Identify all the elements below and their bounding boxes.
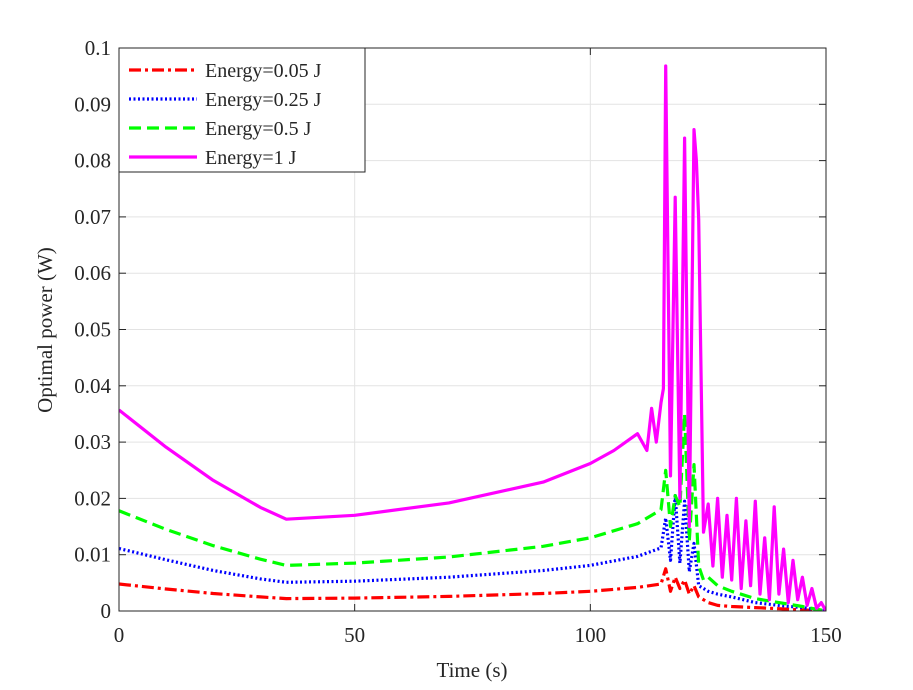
x-tick-label: 0: [114, 623, 125, 647]
series-layer: [119, 64, 826, 611]
y-tick-label: 0.07: [74, 205, 111, 229]
tick-labels: 0 50 100 150 0 0.01 0.02 0.03 0.04 0.05 0.06 0.07 0.…: [74, 36, 842, 647]
x-tick-label: 150: [810, 623, 842, 647]
x-tick-label: 50: [344, 623, 365, 647]
y-tick-label: 0.01: [74, 543, 111, 567]
series-line-3: [119, 412, 826, 611]
legend-label: Energy=0.05 J: [205, 60, 322, 82]
legend-label: Energy=0.25 J: [205, 89, 322, 111]
legend: Energy=0.05 J Energy=0.25 J Energy=0.5 J En…: [118, 47, 366, 173]
y-tick-label: 0.1: [85, 36, 111, 60]
y-tick-label: 0.05: [74, 318, 111, 342]
x-tick-label: 100: [575, 623, 607, 647]
y-tick-label: 0: [101, 599, 112, 623]
legend-label: Energy=1 J: [205, 147, 297, 169]
series-line-1: [119, 567, 826, 611]
y-axis-label: Optimal power (W): [33, 247, 57, 413]
y-tick-label: 0.03: [74, 430, 111, 454]
y-tick-label: 0.04: [74, 374, 111, 398]
x-axis-label: Time (s): [437, 658, 508, 682]
y-tick-label: 0.09: [74, 92, 111, 116]
legend-label: Energy=0.5 J: [205, 118, 312, 140]
y-tick-label: 0.06: [74, 261, 111, 285]
y-tick-label: 0.02: [74, 486, 111, 510]
y-tick-label: 0.08: [74, 149, 111, 173]
series-line-4: [119, 64, 826, 611]
